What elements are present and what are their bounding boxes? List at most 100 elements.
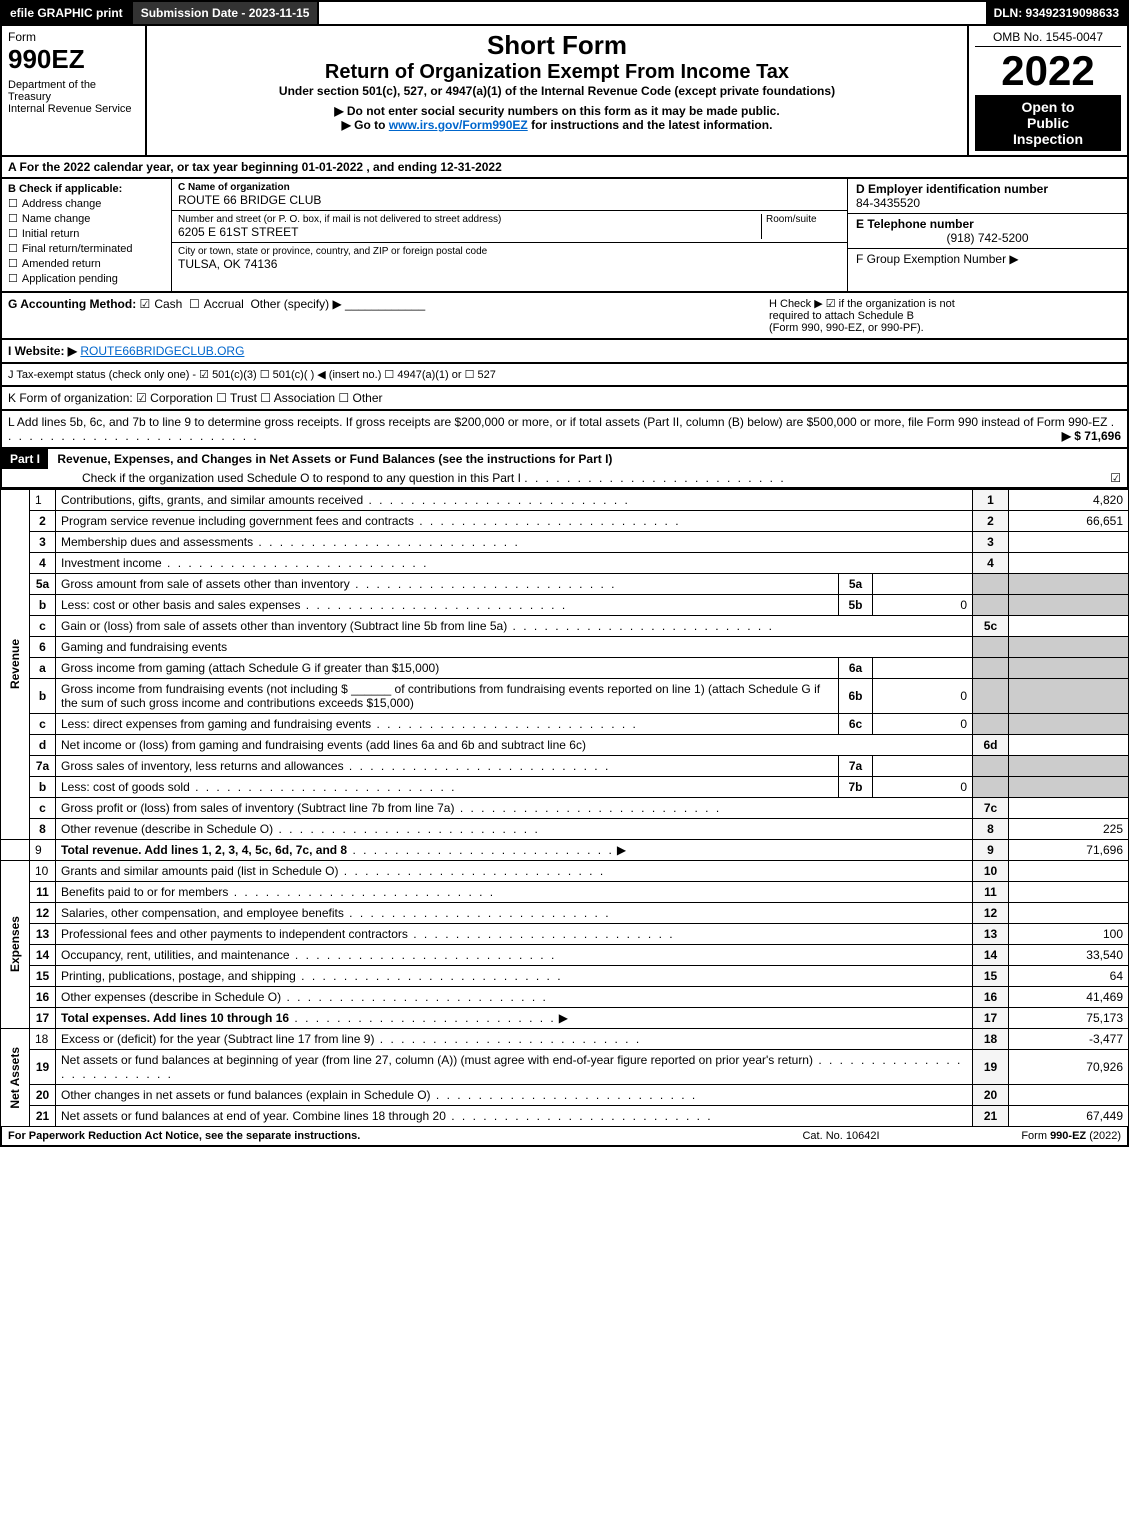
part-i-title: Revenue, Expenses, and Changes in Net As… [51,449,618,469]
line-7a-text: Gross sales of inventory, less returns a… [61,759,344,773]
room-label: Room/suite [766,214,841,225]
line-16-value: 41,469 [1009,987,1129,1008]
netassets-label: Net Assets [6,1039,24,1117]
line-1-text: Contributions, gifts, grants, and simila… [61,493,363,507]
cb-initial-return[interactable]: Initial return [8,227,165,240]
submission-date: Submission Date - 2023-11-15 [133,2,320,24]
line-4-text: Investment income [61,556,162,570]
ein-value: 84-3435520 [856,196,1119,210]
line-7b-text: Less: cost of goods sold [61,780,190,794]
b-label: B Check if applicable: [8,183,165,195]
l-value: ▶ $ 71,696 [1062,429,1121,443]
h-line1: H Check ▶ ☑ if the organization is not [769,297,1121,310]
h-line2: required to attach Schedule B [769,310,1121,322]
row-l-gross-receipts: L Add lines 5b, 6c, and 7b to line 9 to … [0,411,1129,449]
part-i-check[interactable]: ☑ [1110,471,1121,485]
row-k-org-form: K Form of organization: ☑ Corporation ☐ … [0,387,1129,411]
line-8-text: Other revenue (describe in Schedule O) [61,822,273,836]
d-label: D Employer identification number [856,182,1119,196]
street-address: 6205 E 61ST STREET [178,225,761,239]
line-16-text: Other expenses (describe in Schedule O) [61,990,281,1004]
line-21-value: 67,449 [1009,1106,1129,1127]
line-5b-text: Less: cost or other basis and sales expe… [61,598,300,612]
note-goto: ▶ Go to www.irs.gov/Form990EZ for instru… [153,118,961,132]
line-18-text: Excess or (deficit) for the year (Subtra… [61,1032,374,1046]
line-15-text: Printing, publications, postage, and shi… [61,969,296,983]
g-other: Other (specify) ▶ [250,297,341,311]
e-label: E Telephone number [856,217,1119,231]
cb-name-change[interactable]: Name change [8,212,165,225]
dln-label: DLN: 93492319098633 [986,2,1127,24]
line-2-text: Program service revenue including govern… [61,514,414,528]
line-10-text: Grants and similar amounts paid (list in… [61,864,338,878]
line-5c-text: Gain or (loss) from sale of assets other… [61,619,507,633]
part-i-table: Revenue 1 Contributions, gifts, grants, … [0,489,1129,1127]
line-20-text: Other changes in net assets or fund bala… [61,1088,431,1102]
row-g-h: G Accounting Method: Cash Accrual Other … [0,293,1129,340]
line-6a-text: Gross income from gaming (attach Schedul… [61,661,439,675]
line-18-value: -3,477 [1009,1029,1129,1050]
line-1-value: 4,820 [1009,490,1129,511]
cb-final-return[interactable]: Final return/terminated [8,242,165,255]
phone-value: (918) 742-5200 [856,231,1119,245]
line-3-text: Membership dues and assessments [61,535,253,549]
h-line3: (Form 990, 990-EZ, or 990-PF). [769,322,1121,334]
under-section: Under section 501(c), 527, or 4947(a)(1)… [153,84,961,98]
footer-left: For Paperwork Reduction Act Notice, see … [8,1130,741,1142]
line-11-text: Benefits paid to or for members [61,885,228,899]
line-6d-text: Net income or (loss) from gaming and fun… [61,738,586,752]
cb-amended-return[interactable]: Amended return [8,257,165,270]
col-b-checkboxes: B Check if applicable: Address change Na… [2,179,172,291]
line-6c-value: 0 [873,714,973,735]
irs-label: Internal Revenue Service [8,103,139,115]
city-label: City or town, state or province, country… [178,246,841,257]
line-13-value: 100 [1009,924,1129,945]
i-label: I Website: ▶ [8,344,77,358]
line-6b-value: 0 [873,679,973,714]
line-6-text: Gaming and fundraising events [56,637,973,658]
page-footer: For Paperwork Reduction Act Notice, see … [0,1127,1129,1147]
expenses-label: Expenses [6,908,24,980]
line-17-text: Total expenses. Add lines 10 through 16 [61,1011,289,1025]
form-label: Form [8,30,139,44]
line-14-text: Occupancy, rent, utilities, and maintena… [61,948,290,962]
dept-treasury: Department of the Treasury [8,79,139,103]
part-i-badge: Part I [2,449,48,469]
efile-label[interactable]: efile GRAPHIC print [2,2,133,24]
revenue-label: Revenue [6,631,24,697]
g-label: G Accounting Method: [8,297,136,311]
line-6b-text1: Gross income from fundraising events (no… [61,682,348,696]
cb-accrual[interactable]: Accrual [189,297,244,311]
cb-application-pending[interactable]: Application pending [8,272,165,285]
line-7b-value: 0 [873,777,973,798]
line-19-text: Net assets or fund balances at beginning… [61,1053,813,1067]
footer-cat-no: Cat. No. 10642I [741,1130,941,1142]
line-21-text: Net assets or fund balances at end of ye… [61,1109,446,1123]
omb-number: OMB No. 1545-0047 [975,30,1121,47]
line-9-text: Total revenue. Add lines 1, 2, 3, 4, 5c,… [61,843,347,857]
line-8-value: 225 [1009,819,1129,840]
line-14-value: 33,540 [1009,945,1129,966]
cb-cash[interactable]: Cash [140,297,183,311]
part-i-header: Part I Revenue, Expenses, and Changes in… [0,449,1129,489]
tax-year: 2022 [975,47,1121,95]
cb-address-change[interactable]: Address change [8,197,165,210]
irs-link[interactable]: www.irs.gov/Form990EZ [389,118,528,132]
line-9-value: 71,696 [1009,840,1129,861]
line-5b-value: 0 [873,595,973,616]
form-number: 990EZ [8,44,139,75]
form-header: Form 990EZ Department of the Treasury In… [0,26,1129,157]
part-i-subtitle: Check if the organization used Schedule … [82,471,521,485]
inspection-box: Open to Public Inspection [975,95,1121,151]
addr-label: Number and street (or P. O. box, if mail… [178,214,761,225]
line-2-value: 66,651 [1009,511,1129,532]
c-label: C Name of organization [178,182,841,193]
l-text: L Add lines 5b, 6c, and 7b to line 9 to … [8,415,1107,429]
row-i-website: I Website: ▶ ROUTE66BRIDGECLUB.ORG [0,340,1129,364]
row-a-tax-year: A For the 2022 calendar year, or tax yea… [0,157,1129,179]
section-b-to-f: B Check if applicable: Address change Na… [0,179,1129,293]
row-j-tax-exempt: J Tax-exempt status (check only one) - ☑… [0,364,1129,387]
top-toolbar: efile GRAPHIC print Submission Date - 20… [0,0,1129,26]
line-5a-text: Gross amount from sale of assets other t… [61,577,350,591]
website-link[interactable]: ROUTE66BRIDGECLUB.ORG [80,344,244,358]
